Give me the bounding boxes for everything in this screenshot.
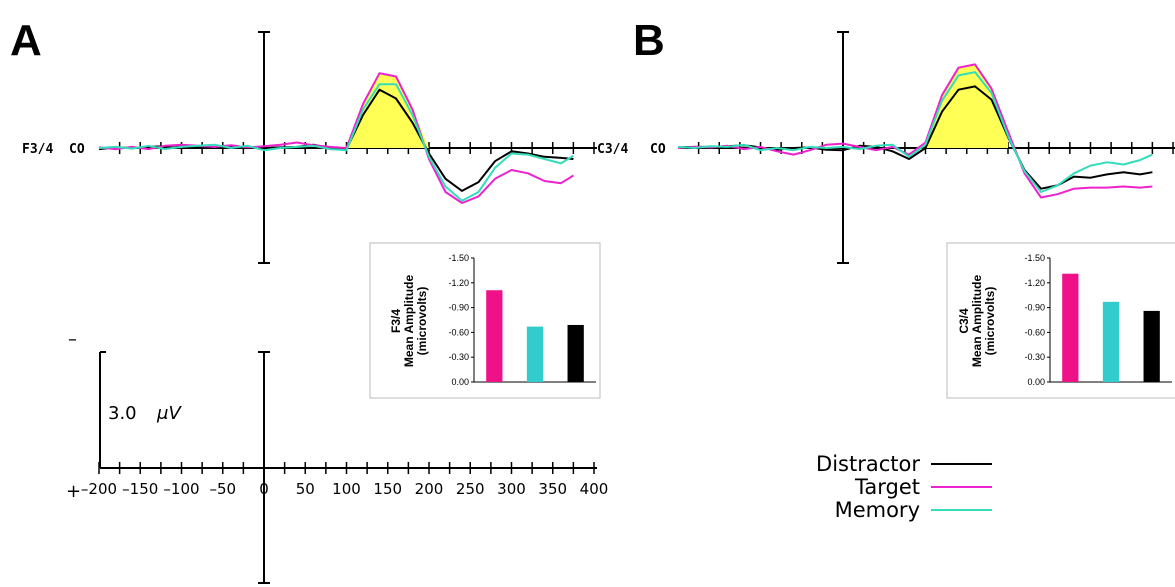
scale-unit: μV: [156, 403, 182, 424]
inset-bar-memory: [526, 326, 544, 382]
series-line-memory: [98, 83, 574, 202]
inset-y-tick-label: -0.60: [448, 327, 469, 337]
inset-y-tick-label: -0.30: [448, 352, 469, 362]
panel-a-p3-fill: [346, 73, 429, 148]
series-line-memory: [677, 71, 1153, 193]
inset-bar-target: [1062, 273, 1079, 382]
time-tick-label: 400: [580, 480, 609, 498]
time-tick-label: 350: [538, 480, 567, 498]
inset-y-tick-label: -0.90: [448, 303, 469, 313]
time-tick-label: –150: [122, 480, 158, 498]
time-axis-tick-labels: –200 –150 –100 –50 0 50 100 150 200 250 300 350 400: [81, 480, 608, 498]
inset-b-title: C3/4: [957, 308, 971, 334]
inset-bar-target: [486, 290, 503, 382]
time-tick-label: 150: [373, 480, 402, 498]
inset-bar-memory: [1102, 301, 1120, 382]
inset-b-ylabel-1: Mean Amplitude: [970, 275, 984, 368]
panel-letter-a: A: [10, 16, 42, 65]
inset-y-tick-label: 0.00: [451, 377, 469, 387]
panel-a-electrode-label: F3/4: [22, 142, 53, 157]
inset-y-tick-label: -0.60: [1024, 327, 1045, 337]
inset-a-ylabel-1: Mean Amplitude: [402, 275, 416, 368]
inset-y-tick-label: -0.90: [1024, 303, 1045, 313]
panel-b-electrode-label: C3/4: [597, 142, 628, 157]
scale-neg-sign: –: [68, 329, 77, 350]
series-line-target: [677, 63, 1153, 199]
inset-y-tick-label: -1.20: [1024, 278, 1045, 288]
series-line-distractor: [677, 85, 1153, 190]
panel-a-waveforms: [98, 72, 574, 204]
p3-shaded-area: [925, 64, 1008, 148]
panel-letter-b: B: [633, 16, 665, 65]
time-tick-label: 200: [415, 480, 444, 498]
inset-y-tick-label: -1.50: [1024, 253, 1045, 263]
legend-label-memory: Memory: [835, 498, 920, 522]
time-tick-label: 250: [456, 480, 485, 498]
inset-y-tick-label: -1.20: [448, 278, 469, 288]
legend-label-distractor: Distractor: [816, 452, 920, 476]
panel-b-reference-label: CO: [650, 142, 666, 157]
inset-bar-distractor: [567, 324, 584, 382]
inset-a-ylabel-2: (microvolts): [415, 287, 429, 356]
inset-a-title: F3/4: [389, 309, 403, 333]
inset-bar-distractor: [1143, 310, 1160, 382]
time-tick-label: 50: [296, 480, 315, 498]
time-tick-label: –200: [81, 480, 117, 498]
panel-b-waveforms: [677, 63, 1153, 199]
time-tick-label: –100: [163, 480, 199, 498]
p3-shaded-area: [346, 73, 429, 148]
scale-amplitude: 3.0: [108, 403, 137, 424]
time-tick-label: 100: [332, 480, 361, 498]
inset-b-ylabel-2: (microvolts): [983, 287, 997, 356]
inset-y-tick-label: -0.30: [1024, 352, 1045, 362]
panel-b-p3-fill: [925, 64, 1008, 148]
inset-y-tick-label: 0.00: [1027, 377, 1045, 387]
time-tick-label: 0: [259, 480, 269, 498]
panel-b-inset-bar-chart: C3/4 Mean Amplitude (microvolts) -1.50 -1…: [946, 242, 1175, 399]
time-tick-label: –50: [209, 480, 236, 498]
inset-y-tick-label: -1.50: [448, 253, 469, 263]
scale-bar: – 3.0 μV + –200 –150 –100 –50 0 50 100 150 200 25…: [66, 329, 608, 584]
series-line-target: [98, 72, 574, 204]
panel-a-reference-label: CO: [69, 142, 85, 157]
panel-a-inset-bar-chart: F3/4 Mean Amplitude (microvolts) -1.50 -1…: [369, 242, 601, 399]
time-tick-label: 300: [497, 480, 526, 498]
scale-pos-sign: +: [66, 481, 81, 502]
legend-label-target: Target: [854, 475, 920, 499]
